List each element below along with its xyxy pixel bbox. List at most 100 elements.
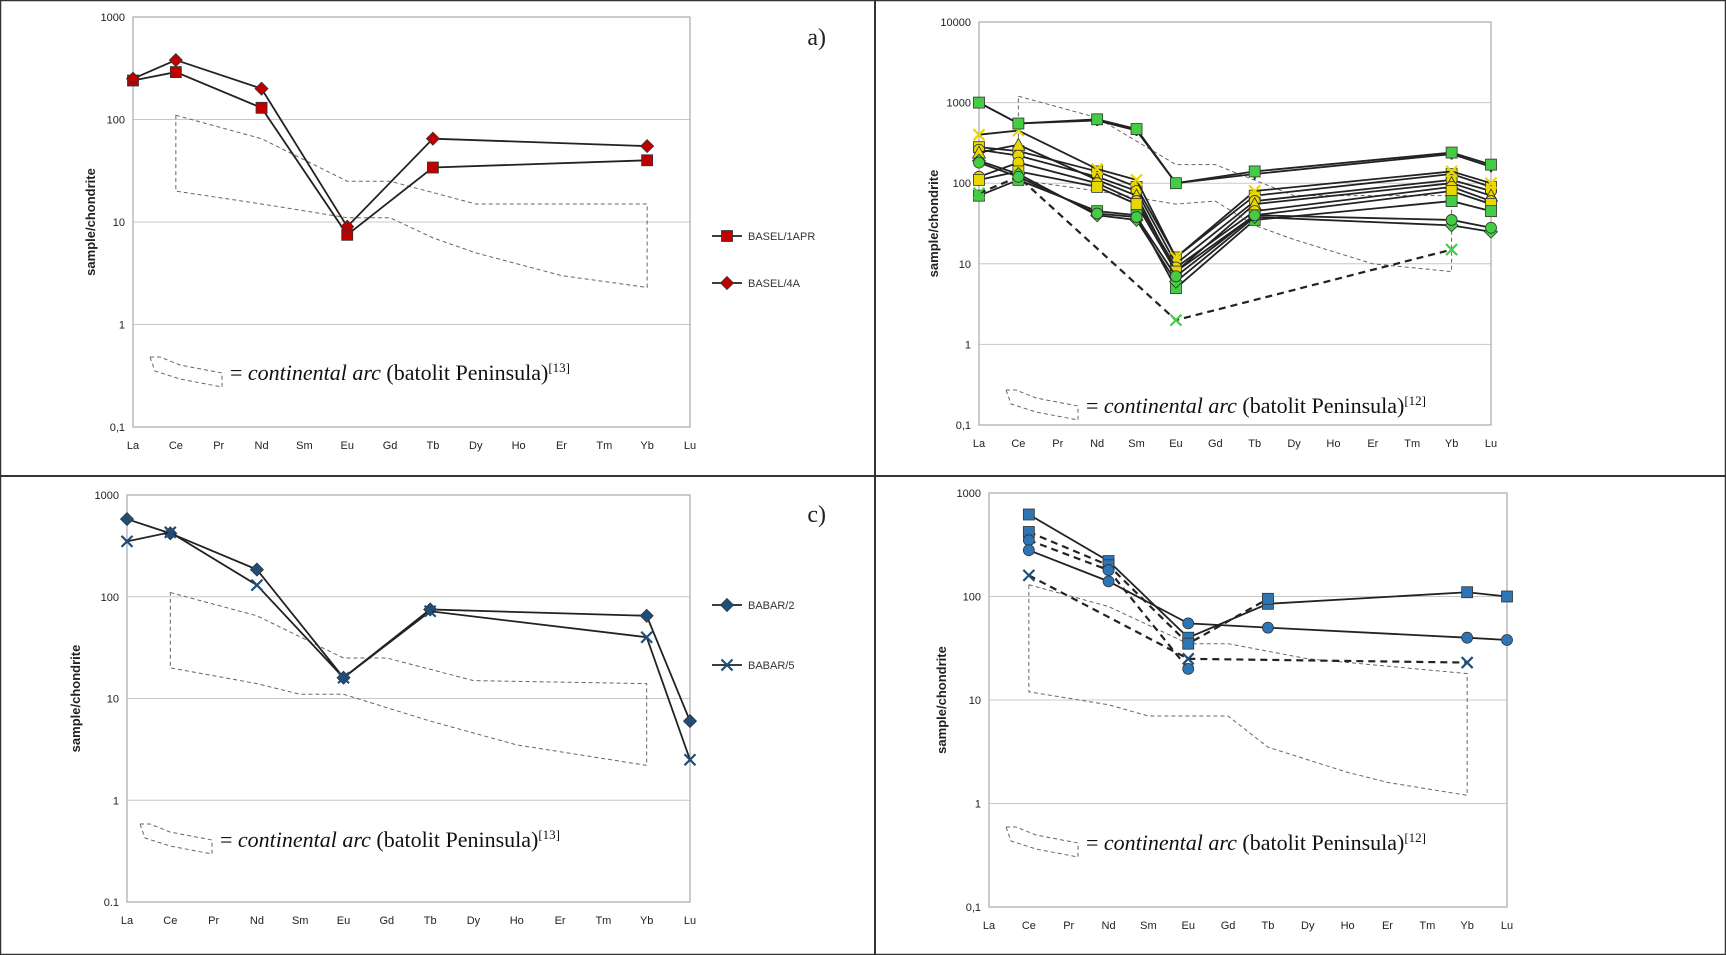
y-axis-label: sample/chondrite <box>83 168 98 276</box>
series-line <box>978 101 1492 185</box>
x-tick-label: Gd <box>1208 438 1223 450</box>
data-point <box>249 562 264 577</box>
data-point <box>1022 508 1035 521</box>
x-tick-label: Ce <box>169 440 183 452</box>
series-line <box>978 129 1492 259</box>
series-line <box>1028 530 1269 646</box>
envelope-key <box>1005 826 1079 858</box>
data-point <box>1501 590 1513 603</box>
y-axis-label: sample/chondrite <box>926 170 941 278</box>
legend-marker <box>721 230 733 242</box>
x-tick-label: Gd <box>1221 920 1236 932</box>
data-point <box>1445 214 1458 226</box>
x-tick-label: La <box>121 915 134 927</box>
y-tick-label: 1000 <box>101 12 125 24</box>
data-point <box>973 189 985 202</box>
plot-area <box>132 16 691 428</box>
data-point <box>1090 162 1104 176</box>
x-tick-label: Gd <box>383 440 398 452</box>
series-line <box>126 531 691 761</box>
x-tick-label: Sm <box>1140 920 1157 932</box>
data-point <box>1445 195 1458 207</box>
panel-letter: c) <box>807 502 826 528</box>
series-babar-2 <box>119 512 698 729</box>
data-point <box>1182 637 1195 650</box>
x-tick-label: Tb <box>424 915 437 927</box>
x-tick-label: Sm <box>296 440 313 452</box>
y-axis-label: sample/chondrite <box>934 646 949 754</box>
data-point <box>1182 662 1195 675</box>
chart-panel-2: 10000 1000 100 10 1 0,1La Ce Pr Nd Sm Eu Gd Tb Dy Ho Er… <box>926 17 1499 450</box>
series-basel-1apr <box>127 66 654 241</box>
data-point <box>1102 575 1115 588</box>
chart-panel-1: 1000 100 10 1 0,1La Ce Pr Nd Sm Eu Gd Tb Dy Ho Er Tm Yb L… <box>83 12 826 452</box>
data-point <box>682 714 698 729</box>
data-point <box>1022 534 1035 547</box>
data-point <box>972 128 986 141</box>
data-point <box>427 161 439 174</box>
x-tick-label: Ho <box>512 440 526 452</box>
envelope-key <box>139 823 213 855</box>
data-point <box>683 753 697 767</box>
y-tick-label: 10 <box>969 695 981 707</box>
y-tick-label: 100 <box>953 178 971 190</box>
note-italic: continental arc <box>1104 830 1237 855</box>
x-tick-label: Lu <box>684 915 696 927</box>
data-point <box>1445 165 1458 178</box>
data-point <box>1248 209 1261 222</box>
x-tick-label: Dy <box>467 915 481 927</box>
envelope-note: = continental arc (batolit Peninsula)[12… <box>1086 830 1426 855</box>
data-point <box>1170 177 1182 190</box>
envelope-note: = continental arc (batolit Peninsula)[12… <box>1086 393 1426 418</box>
data-point <box>1022 544 1035 557</box>
series-babar-5 <box>120 526 697 767</box>
x-tick-label: Yb <box>1460 920 1473 932</box>
data-point <box>1169 313 1183 327</box>
data-point <box>1011 137 1026 151</box>
x-tick-label: Nd <box>1102 920 1116 932</box>
x-tick-label: Tb <box>1248 438 1261 450</box>
series-line <box>978 148 1492 266</box>
series-line <box>978 170 1492 273</box>
envelope-note: = continental arc (batolit Peninsula)[13… <box>230 360 570 385</box>
envelope-key <box>149 356 223 388</box>
x-tick-label: Ce <box>163 915 177 927</box>
panel-letter: a) <box>807 25 826 51</box>
x-tick-label: Ce <box>1022 920 1036 932</box>
x-tick-label: Tb <box>1262 920 1275 932</box>
plot-area <box>126 494 691 903</box>
series-line <box>978 161 1492 269</box>
data-point <box>164 526 177 539</box>
legend-marker <box>719 275 735 291</box>
data-point <box>1022 569 1036 582</box>
note-eq: = <box>1086 830 1104 855</box>
x-tick-label: Yb <box>640 915 653 927</box>
data-point <box>973 173 985 186</box>
x-tick-label: Eu <box>1181 920 1194 932</box>
x-tick-label: Er <box>556 440 567 452</box>
data-point <box>250 578 264 592</box>
data-point <box>1262 592 1274 605</box>
x-tick-label: Yb <box>640 440 653 452</box>
note-rest: (batolit Peninsula) <box>381 360 548 385</box>
y-axis-label: sample/chondrite <box>68 645 83 753</box>
series-bateng-308 <box>972 124 1498 264</box>
y-tick-label: 0,1 <box>956 420 971 432</box>
x-tick-label: Dy <box>469 440 483 452</box>
series-basel-4a <box>125 53 655 234</box>
chart-panel-4: 1000 100 10 1 0,1La Ce Pr Nd Sm Eu Gd Tb Dy Ho Er Tm Yb L… <box>934 488 1513 932</box>
data-point <box>255 101 268 114</box>
note-ref: [13] <box>538 827 560 842</box>
note-italic: continental arc <box>1104 393 1237 418</box>
data-point <box>1091 113 1104 126</box>
data-point <box>1485 221 1497 234</box>
x-tick-label: Tm <box>1419 920 1435 932</box>
note-rest: (batolit Peninsula) <box>1237 830 1404 855</box>
x-tick-label: Eu <box>1169 438 1182 450</box>
data-point <box>973 96 985 109</box>
series-line <box>1028 549 1508 641</box>
envelope-continental-arc <box>175 114 648 288</box>
data-point <box>1091 180 1104 193</box>
